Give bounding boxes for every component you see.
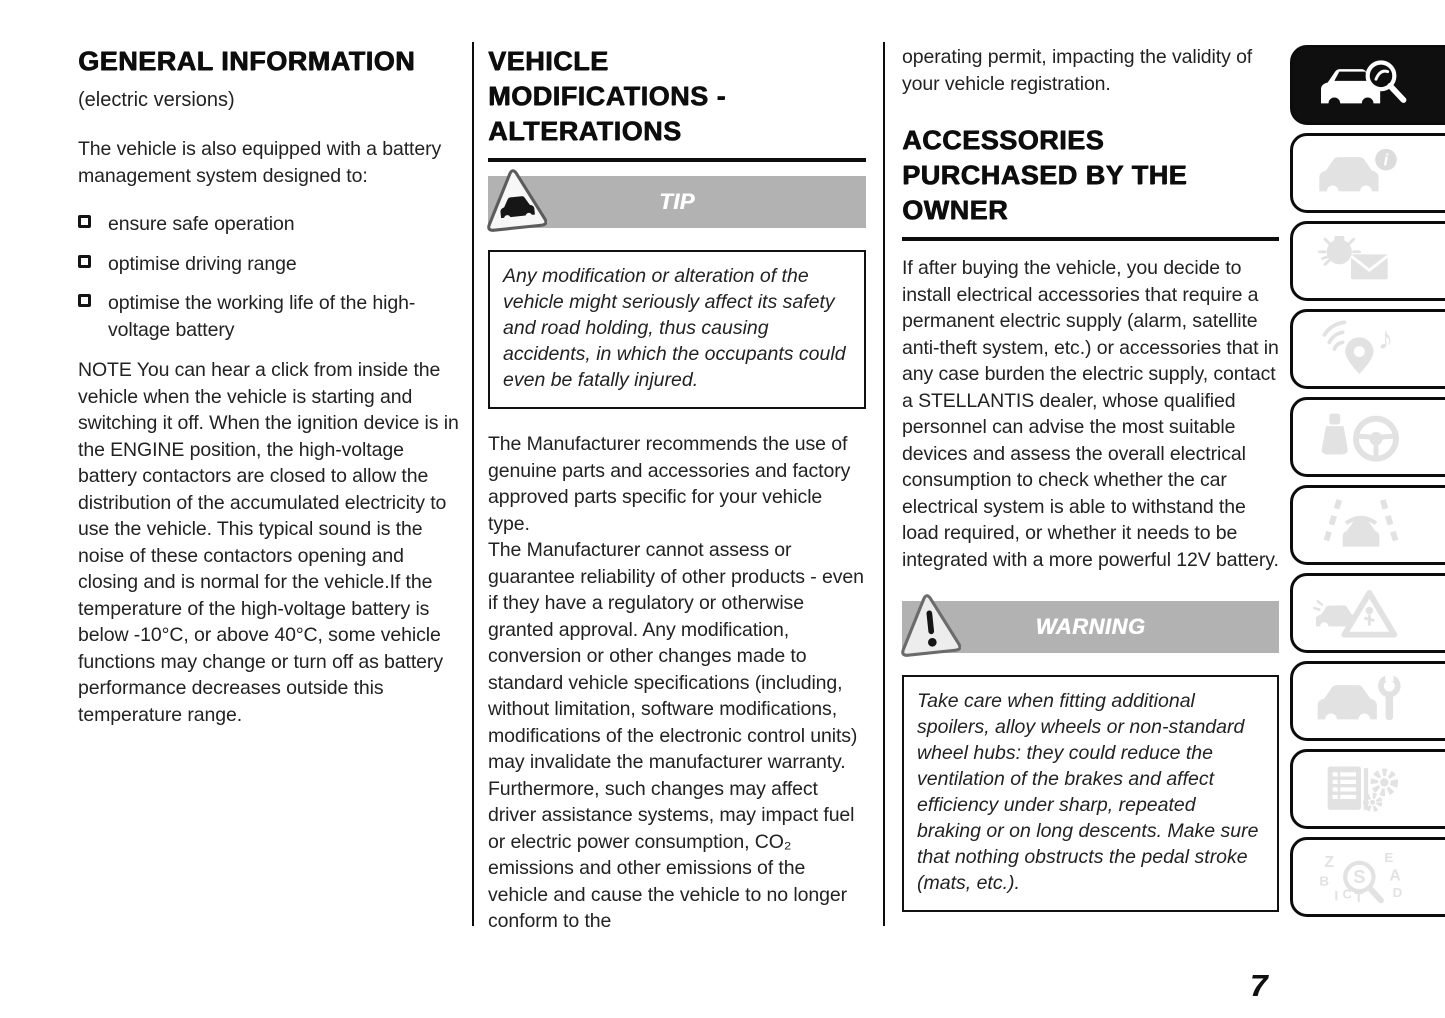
car-info-icon: i — [1319, 148, 1397, 198]
breakdown-triangle-icon — [1313, 590, 1398, 638]
sidebar-tab-multimedia-navigation[interactable]: ♪ — [1290, 309, 1445, 389]
svg-text:A: A — [1389, 867, 1401, 884]
sidebar-tab-technical-data[interactable] — [1290, 749, 1445, 829]
lane-driving-icon — [1321, 499, 1401, 548]
sidebar-tab-instrument-panel[interactable]: i — [1290, 133, 1445, 213]
section-heading-accessories: ACCESSORIES PURCHASED BY THE OWNER — [902, 123, 1279, 241]
svg-text:i: i — [1384, 151, 1389, 170]
sidebar-tab-vehicle-overview[interactable] — [1290, 45, 1445, 125]
svg-text:S: S — [1353, 866, 1365, 887]
battery-management-intro: The vehicle is also equipped with a batt… — [78, 138, 442, 187]
checkbox-bullet-icon — [78, 294, 91, 307]
bullet-text: optimise driving range — [108, 252, 297, 275]
car-magnifier-icon — [1321, 60, 1407, 110]
section-heading-general-information: GENERAL INFORMATION — [78, 46, 415, 76]
warning-light-message-icon — [1317, 236, 1389, 280]
sidebar-tab-warning-lights-and-messages[interactable] — [1290, 221, 1445, 301]
tip-label: TIP — [659, 189, 695, 214]
svg-text:Z: Z — [1324, 854, 1334, 871]
svg-text:T: T — [1354, 890, 1363, 906]
column-divider-2 — [883, 42, 885, 926]
checkbox-bullet-icon — [78, 254, 91, 268]
note-paragraph: NOTE You can hear a click from inside th… — [78, 359, 459, 726]
key-steering-wheel-icon — [1321, 413, 1399, 462]
warning-label: WARNING — [1035, 614, 1146, 639]
svg-text:E: E — [1384, 850, 1393, 865]
tip-text-box: Any modification or alteration of the ve… — [488, 250, 866, 409]
alphabetical-index-icon: Z B I C T E A D S — [1319, 850, 1403, 906]
svg-text:C: C — [1343, 888, 1352, 902]
sidebar-tab-starting-and-driving[interactable] — [1290, 397, 1445, 477]
list-item: optimise driving range — [78, 251, 466, 278]
middle-column: VEHICLE MODIFICATIONS - ALTERATIONS TIP … — [487, 44, 866, 935]
modifications-warranty-paragraph: The Manufacturer cannot assess or guaran… — [488, 539, 864, 932]
electrical-accessories-paragraph: If after buying the vehicle, you decide … — [902, 257, 1279, 571]
page-number: 7 — [1250, 968, 1268, 1003]
svg-text:D: D — [1393, 885, 1403, 900]
sidebar-tab-alphabetical-index[interactable]: Z B I C T E A D S — [1290, 837, 1445, 917]
checkbox-bullet-icon — [78, 215, 91, 228]
battery-system-bullet-list: ensure safe operation optimise driving r… — [78, 211, 466, 343]
manufacturer-recommendation-paragraph: The Manufacturer recommends the use of g… — [488, 433, 851, 535]
section-tab-sidebar: i ♪ — [1290, 45, 1445, 925]
bullet-text: optimise the working life of the high-vo… — [108, 292, 416, 341]
sidebar-tab-in-an-emergency[interactable] — [1290, 573, 1445, 653]
bullet-text: ensure safe operation — [108, 213, 295, 235]
right-column: operating permit, impacting the validity… — [901, 44, 1279, 912]
road-sign-car-icon — [487, 169, 547, 232]
operating-permit-continuation-paragraph: operating permit, impacting the validity… — [902, 46, 1253, 95]
electric-versions-subheading: (electric versions) — [78, 89, 235, 111]
svg-text:♪: ♪ — [1378, 320, 1394, 356]
sound-note-location-icon: ♪ — [1322, 320, 1394, 374]
sidebar-tab-servicing-and-care[interactable] — [1290, 661, 1445, 741]
warning-bar: WARNING — [901, 594, 1279, 657]
list-item: optimise the working life of the high-vo… — [78, 290, 466, 343]
svg-text:B: B — [1319, 873, 1329, 888]
svg-text:I: I — [1334, 888, 1338, 904]
spec-sheet-gears-icon — [1327, 766, 1399, 812]
sidebar-tab-driver-assistance[interactable] — [1290, 485, 1445, 565]
tip-bar: TIP — [487, 169, 866, 232]
warning-triangle-icon — [901, 594, 961, 657]
car-wrench-icon — [1317, 672, 1401, 726]
list-item: ensure safe operation — [78, 211, 466, 238]
section-heading-vehicle-modifications: VEHICLE MODIFICATIONS - ALTERATIONS — [488, 44, 866, 162]
column-divider-1 — [472, 42, 474, 926]
warning-text-box: Take care when fitting additional spoile… — [902, 675, 1279, 912]
left-column: GENERAL INFORMATION (electric versions) … — [78, 44, 466, 728]
